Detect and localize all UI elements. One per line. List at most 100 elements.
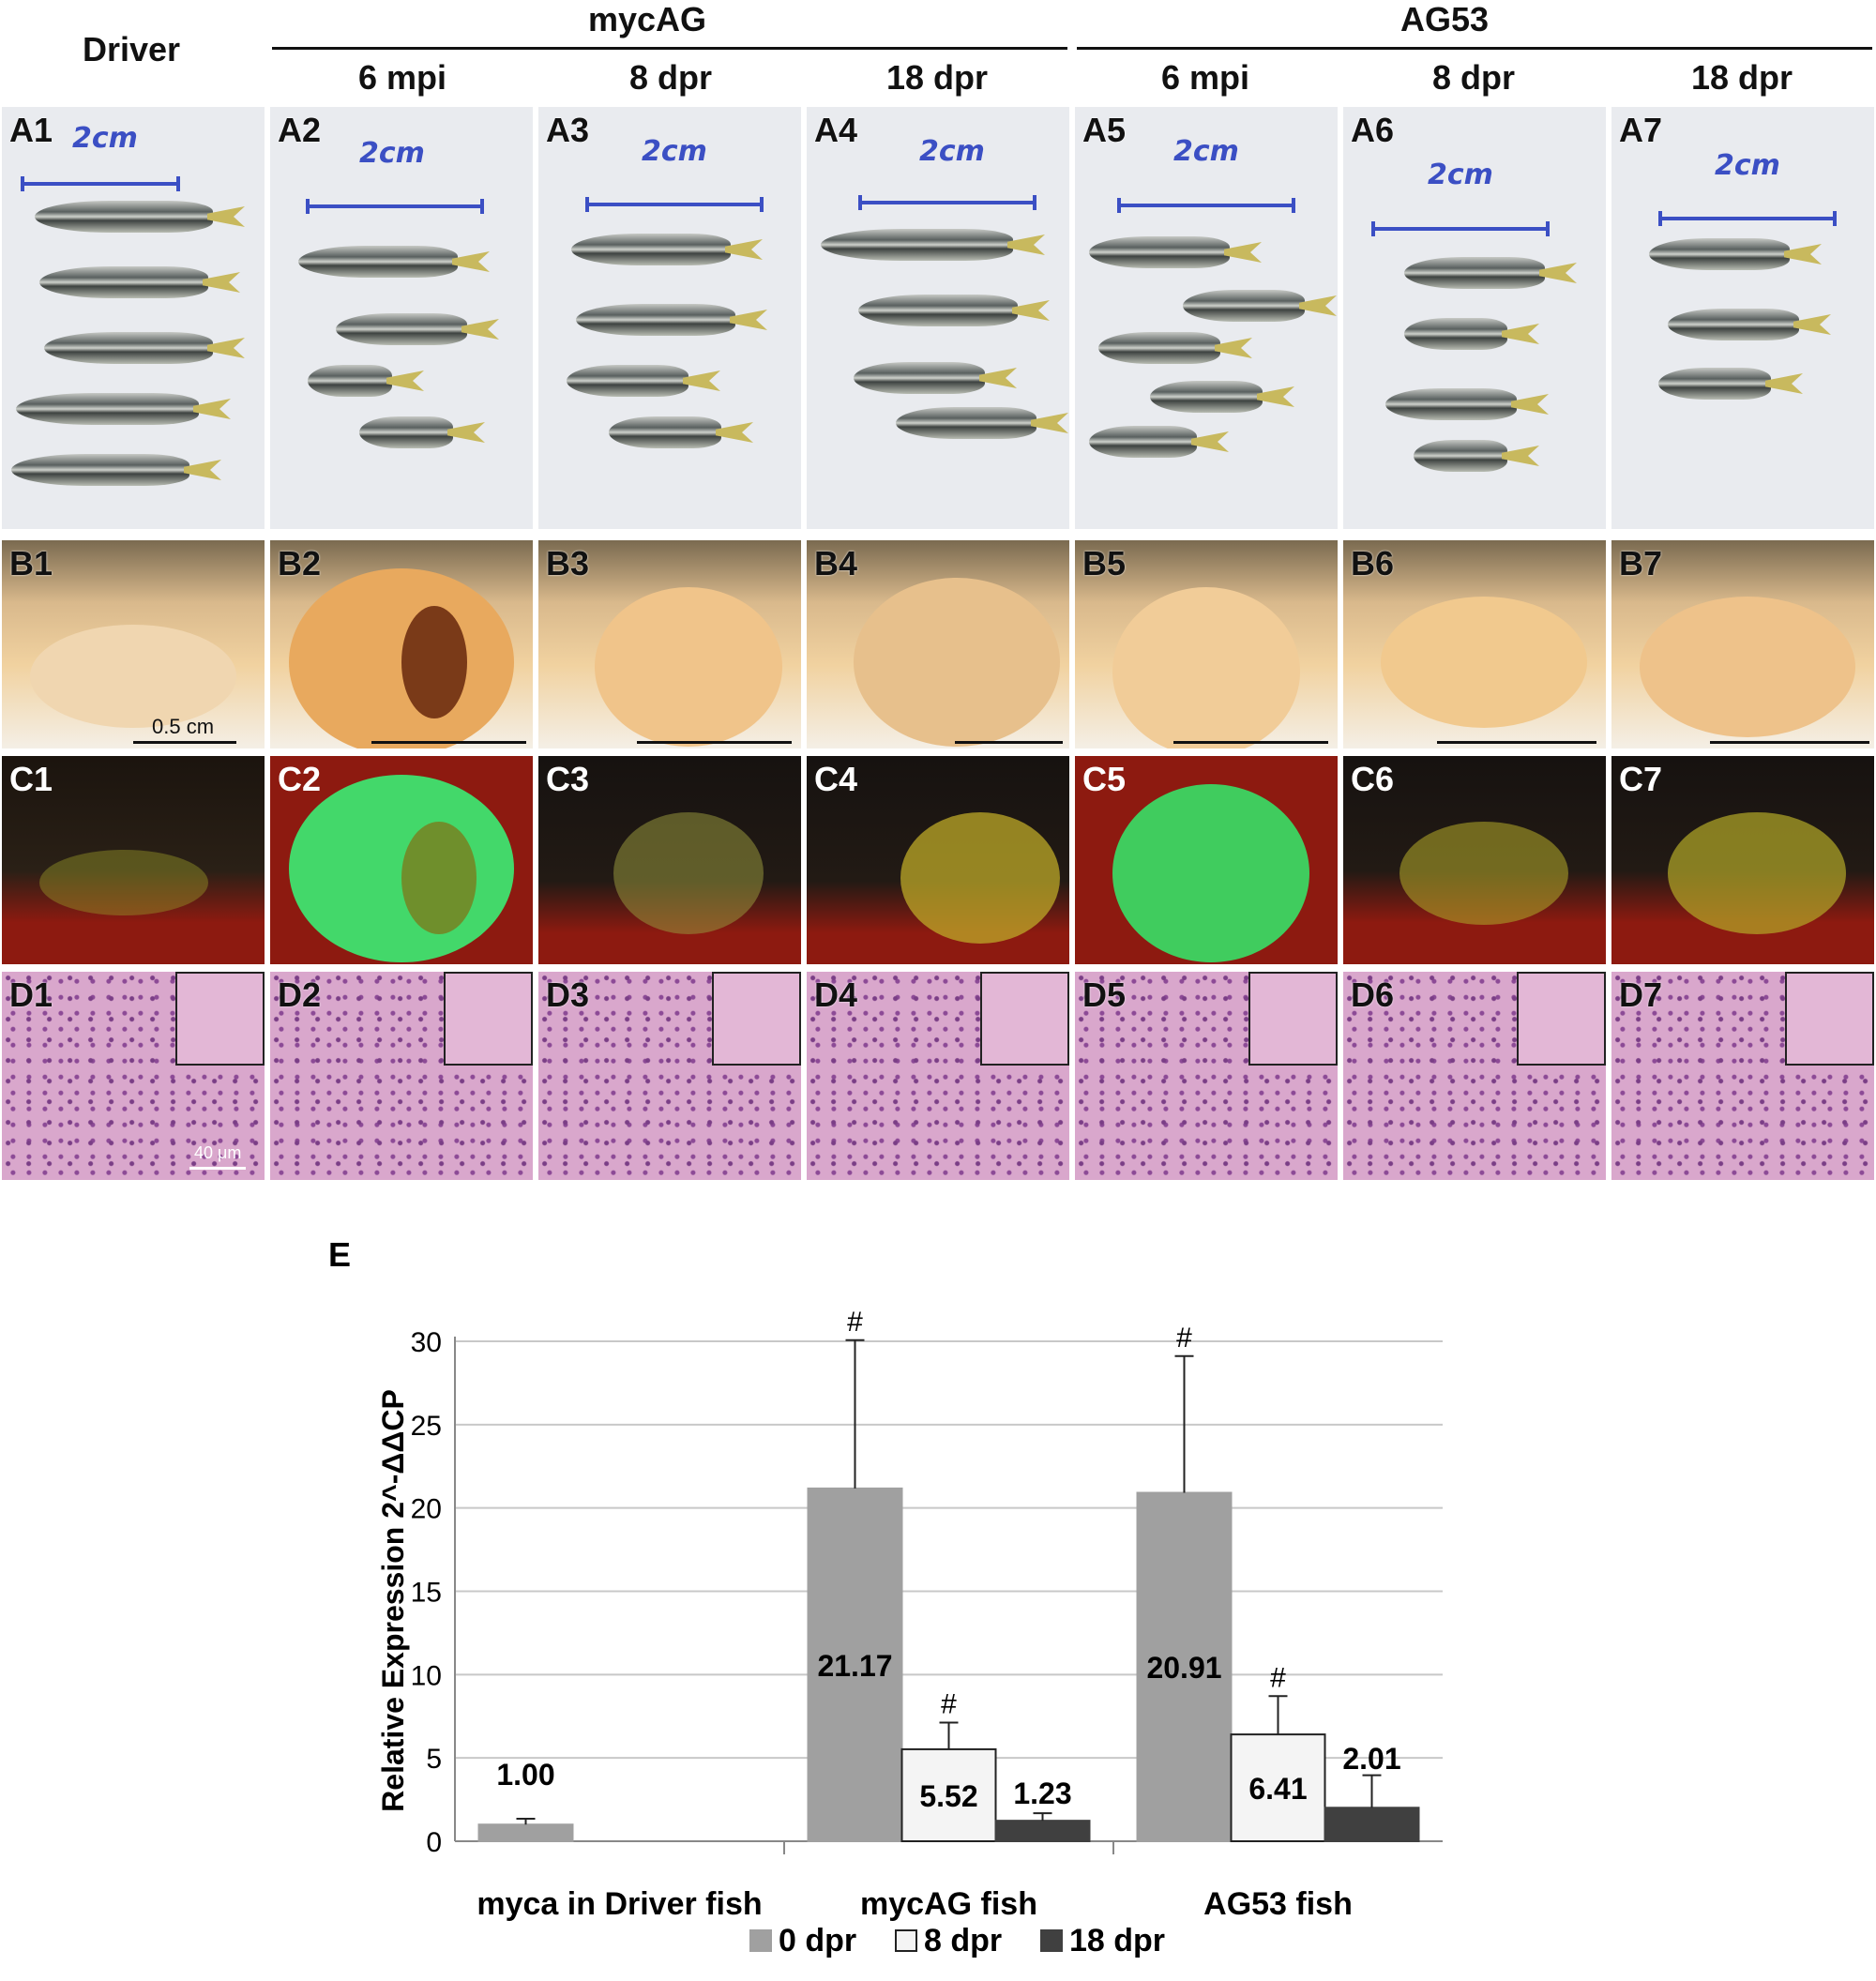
panel-label: D5	[1082, 975, 1127, 1014]
fish-image	[896, 407, 1036, 439]
data-label: 5.52	[919, 1779, 977, 1813]
panel-label: C5	[1082, 760, 1127, 798]
bar	[900, 1747, 997, 1842]
panel-label: C2	[278, 760, 322, 798]
panel-c5: C5	[1075, 756, 1338, 964]
panel-a3: 2cm A3	[538, 107, 801, 529]
fish-image	[298, 246, 458, 278]
x-tick-label: AG53 fish	[1203, 1886, 1353, 1922]
tumor-image	[1381, 597, 1587, 728]
scale-bar	[955, 741, 1063, 744]
fish-image	[1150, 381, 1263, 413]
fish-image	[609, 416, 721, 448]
liver-image	[30, 625, 236, 728]
panel-label: D1	[9, 975, 53, 1014]
panel-b2: B2	[270, 540, 533, 749]
panel-b6: B6	[1343, 540, 1606, 749]
panel-label: B5	[1082, 544, 1127, 582]
significance-mark: #	[941, 1689, 957, 1720]
zoom-inset	[980, 972, 1069, 1066]
panel-a6: 2cm A6	[1343, 107, 1606, 529]
panel-a7: 2cm A7	[1611, 107, 1874, 529]
panel-label: B6	[1351, 544, 1395, 582]
fish-image	[1089, 236, 1230, 268]
tumor-image	[854, 578, 1060, 747]
fish-image	[1649, 238, 1790, 270]
panel-b3: B3	[538, 540, 801, 749]
scale-label: 0.5 cm	[152, 715, 215, 738]
panel-c4: C4	[807, 756, 1069, 964]
pen-note: 2cm	[359, 137, 425, 170]
scale-label: 40 μm	[194, 1143, 242, 1162]
panel-a4: 2cm A4	[807, 107, 1069, 529]
gut-image	[401, 606, 467, 718]
header-ag53: AG53	[1399, 0, 1490, 38]
fish-image	[1668, 309, 1799, 340]
scale-bar	[1710, 741, 1869, 744]
panel-b1: 0.5 cm B1	[2, 540, 265, 749]
scale-ruler	[585, 197, 764, 212]
column-header: 8 dpr	[1431, 58, 1515, 97]
panel-b5: B5	[1075, 540, 1338, 749]
data-label: 20.91	[1146, 1651, 1221, 1685]
scale-bar	[637, 741, 792, 744]
scale-ruler	[1371, 221, 1550, 236]
y-tick-label: 10	[411, 1660, 442, 1691]
scale-ruler	[306, 199, 484, 214]
panel-label: A4	[814, 111, 858, 149]
bar	[994, 1820, 1091, 1842]
panel-label: D2	[278, 975, 322, 1014]
tumor-image	[595, 587, 782, 747]
data-label: 6.41	[1248, 1772, 1307, 1806]
scale-bar	[1173, 741, 1328, 744]
y-axis-label: Relative Expression 2^-ΔΔCP	[376, 1389, 410, 1812]
zoom-inset	[175, 972, 265, 1066]
panel-label: B3	[546, 544, 590, 582]
zoom-inset	[1785, 972, 1874, 1066]
fish-image	[1098, 332, 1220, 364]
legend-label: 0 dpr	[779, 1923, 856, 1958]
pen-note: 2cm	[1715, 149, 1780, 182]
fish-image	[16, 393, 199, 425]
panel-label: C3	[546, 760, 590, 798]
header-driver: Driver	[82, 30, 181, 68]
panel-label: D6	[1351, 975, 1395, 1014]
fluorescence-image	[1668, 812, 1846, 934]
scale-bar	[189, 1167, 246, 1170]
fish-image	[35, 201, 213, 233]
ag53-underline	[1077, 47, 1872, 50]
legend-label: 18 dpr	[1069, 1923, 1165, 1958]
scale-bar	[133, 741, 236, 744]
panel-d1: 40 μm D1	[2, 972, 265, 1180]
legend-swatch	[1040, 1929, 1063, 1952]
y-tick-label: 30	[411, 1327, 442, 1358]
fish-image	[44, 332, 213, 364]
scale-ruler	[1117, 198, 1295, 213]
fluorescence-image	[1399, 822, 1568, 925]
header-mycag: mycAG	[587, 0, 707, 38]
pen-note: 2cm	[919, 135, 985, 168]
panel-label: C4	[814, 760, 858, 798]
zoom-inset	[712, 972, 801, 1066]
scale-ruler	[1658, 211, 1837, 226]
fish-image	[1385, 388, 1517, 420]
panel-d4: D4	[807, 972, 1069, 1180]
panel-label: A3	[546, 111, 590, 149]
panel-label: B1	[9, 544, 53, 582]
fish-image	[576, 304, 735, 336]
y-tick-label: 5	[426, 1744, 442, 1775]
tumor-image	[1640, 597, 1855, 737]
panel-b4: B4	[807, 540, 1069, 749]
data-label: 1.23	[1013, 1777, 1071, 1810]
bar	[1136, 1491, 1233, 1842]
data-label: 1.00	[496, 1758, 554, 1792]
significance-mark: #	[847, 1307, 863, 1338]
bar	[1230, 1733, 1326, 1842]
panel-label: A6	[1351, 111, 1395, 149]
pen-note: 2cm	[1173, 135, 1239, 168]
panel-d5: D5	[1075, 972, 1338, 1180]
column-header: 6 mpi	[1160, 58, 1250, 97]
data-label: 2.01	[1342, 1742, 1400, 1776]
scale-bar	[371, 741, 526, 744]
